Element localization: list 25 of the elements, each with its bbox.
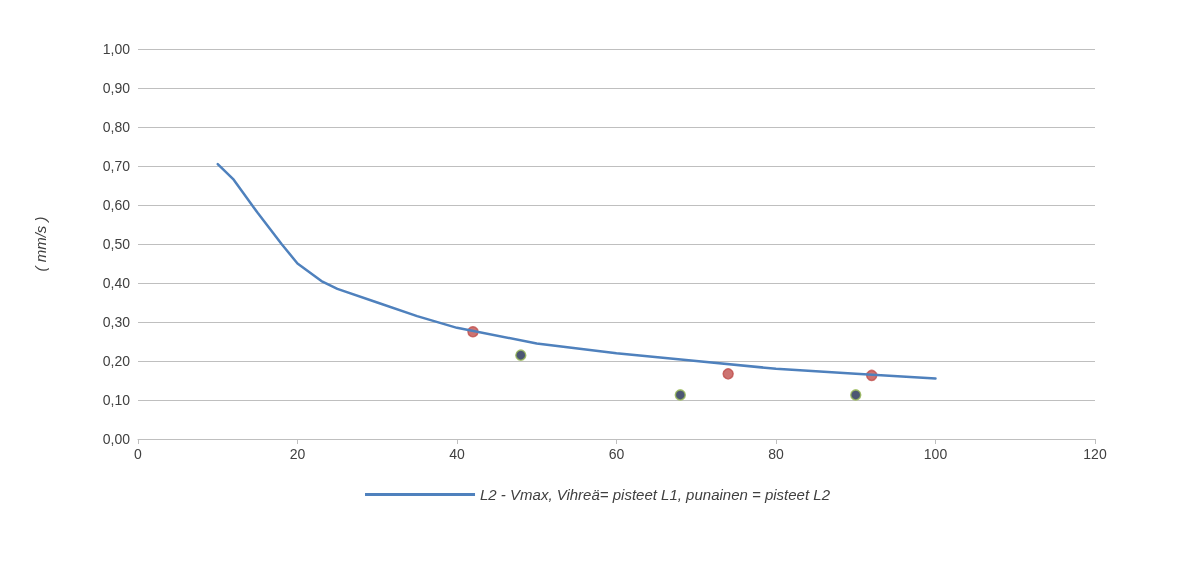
x-tick-label: 100	[923, 446, 948, 462]
y-tick-label: 0,30	[102, 314, 131, 330]
y-axis-title: ( mm/s )	[32, 216, 49, 272]
x-tick-label: 0	[134, 446, 143, 462]
line-series	[216, 162, 937, 380]
y-tick-label: 0,40	[102, 275, 131, 291]
point	[515, 349, 527, 361]
x-tick-label: 60	[608, 446, 625, 462]
x-tick-label: 80	[768, 446, 784, 462]
y-tick-label: 0,10	[102, 392, 131, 408]
y-tick-label: 0,00	[102, 431, 131, 447]
x-tick-label: 40	[449, 446, 465, 462]
y-tick-label: 0,70	[102, 158, 131, 174]
point	[674, 389, 687, 401]
y-tick-label: 0,90	[102, 80, 131, 96]
x-tick-label: 20	[289, 446, 306, 462]
point	[722, 368, 734, 380]
y-tick-label: 1,00	[102, 41, 131, 57]
text: L2 - Vmax, Vihreä= pisteet L1, punainen = pisteet L2	[480, 486, 831, 503]
y-tick-label: 0,80	[102, 119, 131, 135]
y-tick-label: 0,20	[102, 353, 131, 369]
y-tick-label: 0,50	[102, 236, 131, 252]
x-tick-label: 120	[1083, 446, 1107, 462]
point	[850, 389, 862, 401]
y-tick-label: 0,60	[102, 197, 131, 213]
